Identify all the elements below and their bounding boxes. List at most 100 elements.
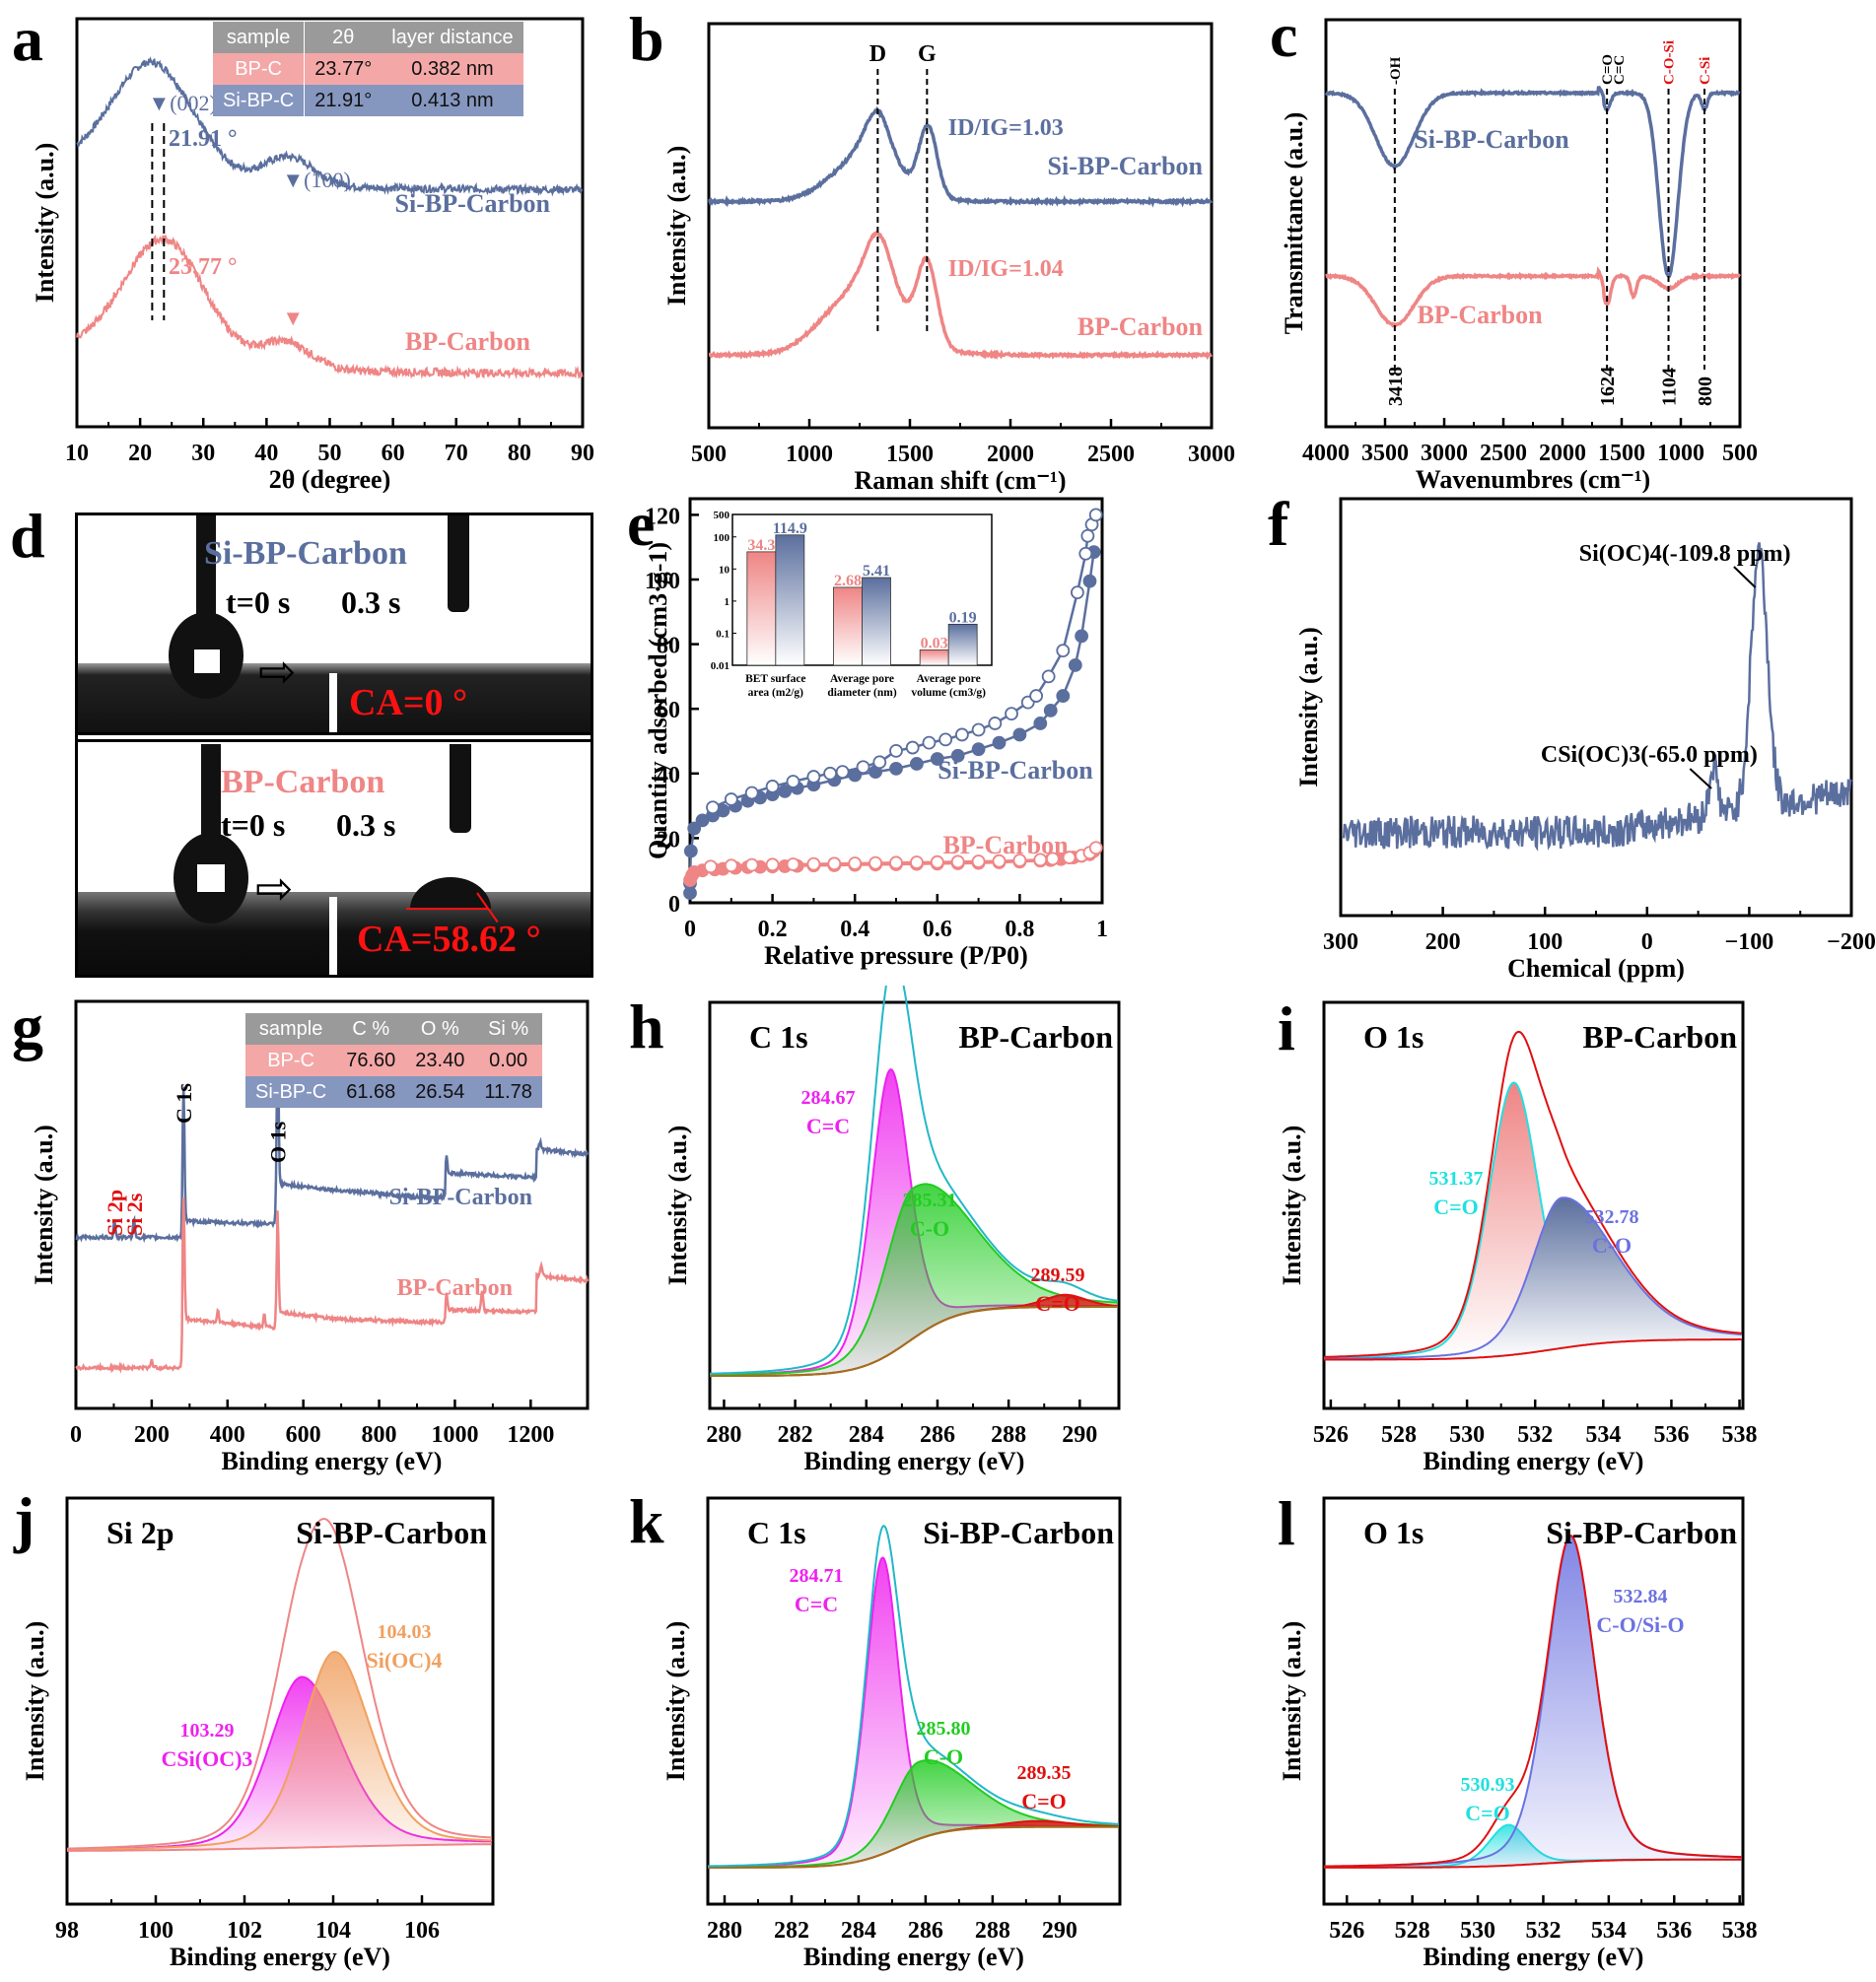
peak-species-label: C-O [910,1216,949,1241]
peak-species-label: CSi(OC)3 [162,1746,253,1771]
isotherm-point [905,740,920,755]
x-tick-label: 536 [1653,1422,1689,1448]
table-cell: BP-C [245,1045,337,1076]
y-axis-label: Intensity (a.u.) [21,1621,49,1782]
x-tick-label: 0 [684,917,696,942]
time-start-label: t=0 s [226,584,291,620]
isotherm-point [744,786,759,800]
peak-label: O 1s [266,1121,291,1163]
isotherm-point [922,735,937,750]
peak-value-label: 285.80 [917,1718,971,1740]
x-tick-label: 284 [849,1422,884,1448]
baseline-curve [67,1843,492,1852]
isotherm-point [1078,546,1093,561]
table-header: sample [213,22,306,53]
x-tick-label: 280 [707,1918,742,1944]
x-tick-label: 2000 [1539,441,1586,466]
table-header: 2θ [304,22,382,53]
droplet-highlight [197,864,225,892]
survey-line [75,1197,590,1374]
isotherm-point [872,755,887,770]
table-cell: 23.77° [304,53,382,85]
x-tick-label: 538 [1722,1422,1758,1448]
isotherm-point [1075,629,1089,644]
isotherm-point [971,854,986,868]
isotherm-point [687,821,702,836]
divider [329,897,337,975]
xps-o1s-sibp-chart: 526 528 530 532 534 536 538 Binding energy (eV)… [1278,1496,1758,1971]
core-level-title: C 1s [747,1515,806,1550]
isotherm-point [909,757,924,771]
peak-label: Si 2p [103,1190,127,1236]
band-assignment-label: C=C [1612,55,1628,85]
x-tick-label: 106 [404,1918,440,1944]
peak-value-label: 532.84 [1614,1586,1668,1607]
isotherm-point [971,722,986,737]
series-label: Si-BP-Carbon [389,1185,532,1210]
x-tick-label: 1200 [507,1422,554,1448]
y-tick-label: 100 [645,569,680,594]
x-tick-label: 100 [138,1918,174,1944]
x-tick-label: 532 [1517,1422,1553,1448]
x-tick-label: 200 [1425,929,1461,955]
peak-position-label: 23.77 ° [169,254,238,280]
needle-icon [448,515,469,612]
y-tick-label: 60 [657,698,680,723]
contact-angle-result: CA=58.62 ° [357,919,541,960]
wavenumber-label: 1104 [1659,368,1681,406]
peak-annotation: CSi(OC)3(-65.0 ppm) [1541,742,1758,768]
xrd-line-si-bp [76,55,584,197]
x-tick-label: 280 [706,1422,741,1448]
sample-title: Si-BP-Carbon [1546,1515,1737,1550]
isotherm-point [835,765,850,780]
table-cell: 23.40 [405,1045,475,1076]
x-tick-label: 534 [1591,1918,1627,1944]
x-tick-label: 200 [134,1422,170,1448]
component-fill [708,1760,1119,1868]
inset-bar-label: 0.19 [949,609,977,626]
x-axis-label: Relative pressure (P/P0) [764,941,1028,970]
inset-category-label: diameter (nm) [827,687,897,699]
contact-angle-photo-bp: BP-Carbon t=0 s 0.3 s ⇨ CA=58.62 ° [78,744,591,975]
isotherm-point [930,854,944,869]
isotherm-point [806,770,821,784]
isotherm-point [1088,508,1103,522]
isotherm-point [724,858,738,873]
table-cell: 0.00 [474,1045,542,1076]
x-tick-label: 0.4 [840,917,869,942]
baseline-curve [1324,1858,1742,1869]
x-tick-label: 534 [1585,1422,1621,1448]
x-tick-label: 290 [1062,1422,1097,1448]
table-cell: Si-BP-C [245,1076,337,1108]
panel-label-i: i [1278,993,1295,1063]
x-tick-label: 90 [571,441,594,466]
x-tick-label: 70 [445,441,468,466]
isotherm-point [823,766,838,781]
x-tick-label: 3500 [1361,441,1409,466]
x-tick-label: −100 [1725,929,1774,955]
y-tick-label: 120 [645,504,680,529]
needle-icon [450,744,471,833]
y-tick-label: 40 [657,763,680,788]
isotherm-point [889,743,903,758]
component-curve [66,1650,492,1851]
x-tick-label: 286 [908,1918,943,1944]
core-level-title: C 1s [749,1019,808,1055]
intensity-ratio-label: ID/IG=1.04 [948,256,1064,282]
divider [329,673,337,732]
x-tick-label: 282 [774,1918,809,1944]
table-cell: 76.60 [336,1045,406,1076]
xps-c1s-sibp-chart: 280 282 284 286 288 290 Binding energy (eV) Int… [661,1496,1122,1971]
y-axis-label: Intensity (a.u.) [663,1126,692,1286]
isotherm-point [889,761,903,776]
sample-title: BP-Carbon [1583,1019,1738,1055]
envelope-curve [710,986,1119,1375]
x-tick-label: 282 [778,1422,813,1448]
inset-bar [919,649,949,666]
x-tick-label: 532 [1525,1918,1561,1944]
time-end-label: 0.3 s [341,584,401,620]
isotherm-point [706,800,720,815]
peak-species-label: C-O [1592,1233,1632,1258]
wavenumber-label: 800 [1695,376,1716,406]
band-assignment-label: -OH [1388,56,1404,85]
